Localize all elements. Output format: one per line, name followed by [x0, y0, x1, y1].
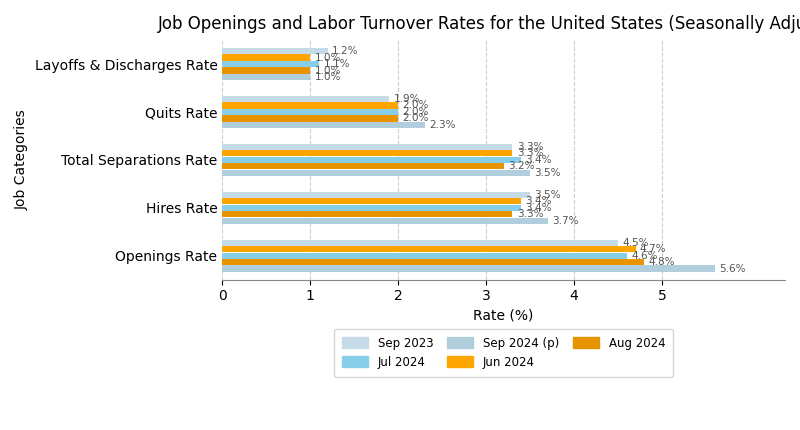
Bar — [222, 122, 425, 128]
Legend: Sep 2023, Jul 2024, Sep 2024 (p), Jun 2024, Aug 2024: Sep 2023, Jul 2024, Sep 2024 (p), Jun 20… — [334, 329, 674, 377]
Text: 4.7%: 4.7% — [640, 244, 666, 254]
Bar — [222, 163, 504, 169]
Title: Job Openings and Labor Turnover Rates for the United States (Seasonally Adjusted: Job Openings and Labor Turnover Rates fo… — [158, 15, 800, 33]
Text: 2.0%: 2.0% — [402, 101, 429, 111]
Bar — [222, 170, 530, 176]
Text: 3.7%: 3.7% — [552, 216, 578, 226]
Bar — [222, 61, 319, 67]
X-axis label: Rate (%): Rate (%) — [474, 309, 534, 323]
Bar — [222, 240, 618, 246]
Bar — [222, 48, 328, 54]
Text: 5.6%: 5.6% — [719, 264, 746, 273]
Text: 3.2%: 3.2% — [508, 161, 534, 171]
Bar — [222, 246, 635, 252]
Bar — [222, 68, 310, 74]
Text: 3.3%: 3.3% — [517, 209, 543, 219]
Text: 3.5%: 3.5% — [534, 190, 561, 200]
Text: 4.6%: 4.6% — [631, 251, 658, 261]
Bar — [222, 109, 398, 115]
Bar — [222, 205, 522, 211]
Text: 2.0%: 2.0% — [402, 107, 429, 117]
Text: 1.0%: 1.0% — [314, 65, 341, 76]
Text: 4.5%: 4.5% — [622, 238, 649, 248]
Text: 3.3%: 3.3% — [517, 148, 543, 158]
Text: 2.3%: 2.3% — [429, 120, 455, 130]
Y-axis label: Job Categories: Job Categories — [15, 110, 29, 210]
Text: 3.4%: 3.4% — [526, 203, 552, 213]
Bar — [222, 144, 513, 150]
Bar — [222, 102, 398, 109]
Text: 3.5%: 3.5% — [534, 168, 561, 178]
Bar — [222, 96, 390, 102]
Bar — [222, 252, 626, 259]
Bar — [222, 265, 714, 272]
Text: 1.0%: 1.0% — [314, 72, 341, 82]
Bar — [222, 55, 310, 61]
Text: 1.2%: 1.2% — [332, 46, 358, 56]
Text: 1.0%: 1.0% — [314, 52, 341, 63]
Bar — [222, 192, 530, 198]
Text: 3.4%: 3.4% — [526, 155, 552, 165]
Text: 2.0%: 2.0% — [402, 114, 429, 123]
Text: 4.8%: 4.8% — [649, 257, 675, 267]
Bar — [222, 157, 522, 163]
Text: 1.1%: 1.1% — [323, 59, 350, 69]
Bar — [222, 198, 522, 204]
Text: 1.9%: 1.9% — [394, 94, 420, 104]
Bar — [222, 259, 644, 265]
Text: 3.4%: 3.4% — [526, 196, 552, 206]
Bar — [222, 211, 513, 217]
Bar — [222, 150, 513, 157]
Bar — [222, 115, 398, 122]
Bar — [222, 74, 310, 80]
Bar — [222, 218, 548, 224]
Text: 3.3%: 3.3% — [517, 142, 543, 152]
